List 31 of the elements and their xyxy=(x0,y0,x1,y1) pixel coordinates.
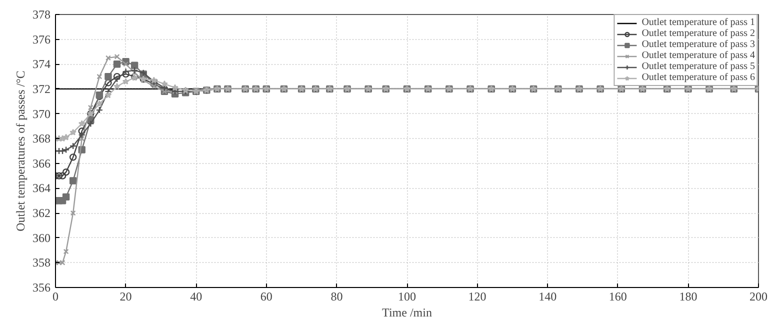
legend-label: Outlet temperature of pass 4 xyxy=(642,50,755,61)
y-tick-label: 372 xyxy=(32,82,50,96)
y-tick-label: 374 xyxy=(32,57,50,72)
legend-label: Outlet temperature of pass 1 xyxy=(642,17,755,28)
x-tick-label: 80 xyxy=(330,290,343,304)
x-tick-label: 120 xyxy=(468,290,486,304)
y-tick-label: 376 xyxy=(32,32,50,46)
y-tick-label: 362 xyxy=(32,206,50,220)
x-tick-label: 60 xyxy=(260,290,272,304)
y-tick-label: 370 xyxy=(32,106,50,121)
x-tick-label: 20 xyxy=(120,290,132,304)
x-axis-title: Time /min xyxy=(382,306,432,320)
x-tick-label: 0 xyxy=(52,290,58,304)
y-tick-label: 368 xyxy=(32,132,50,146)
y-tick-label: 366 xyxy=(32,156,50,170)
y-tick-label: 358 xyxy=(32,256,50,270)
y-tick-label: 364 xyxy=(32,181,50,196)
legend-label: Outlet temperature of pass 3 xyxy=(642,39,755,50)
x-tick-label: 40 xyxy=(190,290,202,304)
y-tick-label: 356 xyxy=(32,280,50,294)
x-tick-label: 180 xyxy=(679,290,698,304)
x-tick-label: 160 xyxy=(608,290,627,304)
x-tick-label: 200 xyxy=(750,290,768,304)
legend-label: Outlet temperature of pass 6 xyxy=(642,72,755,83)
legend-label: Outlet temperature of pass 5 xyxy=(642,61,755,72)
y-tick-label: 378 xyxy=(32,8,50,22)
y-tick-label: 360 xyxy=(32,230,50,245)
y-axis-title: Outlet temperatures of passes /°C xyxy=(14,70,28,232)
x-tick-label: 140 xyxy=(538,290,557,304)
legend-label: Outlet temperature of pass 2 xyxy=(642,28,755,39)
x-tick-label: 100 xyxy=(398,290,416,304)
